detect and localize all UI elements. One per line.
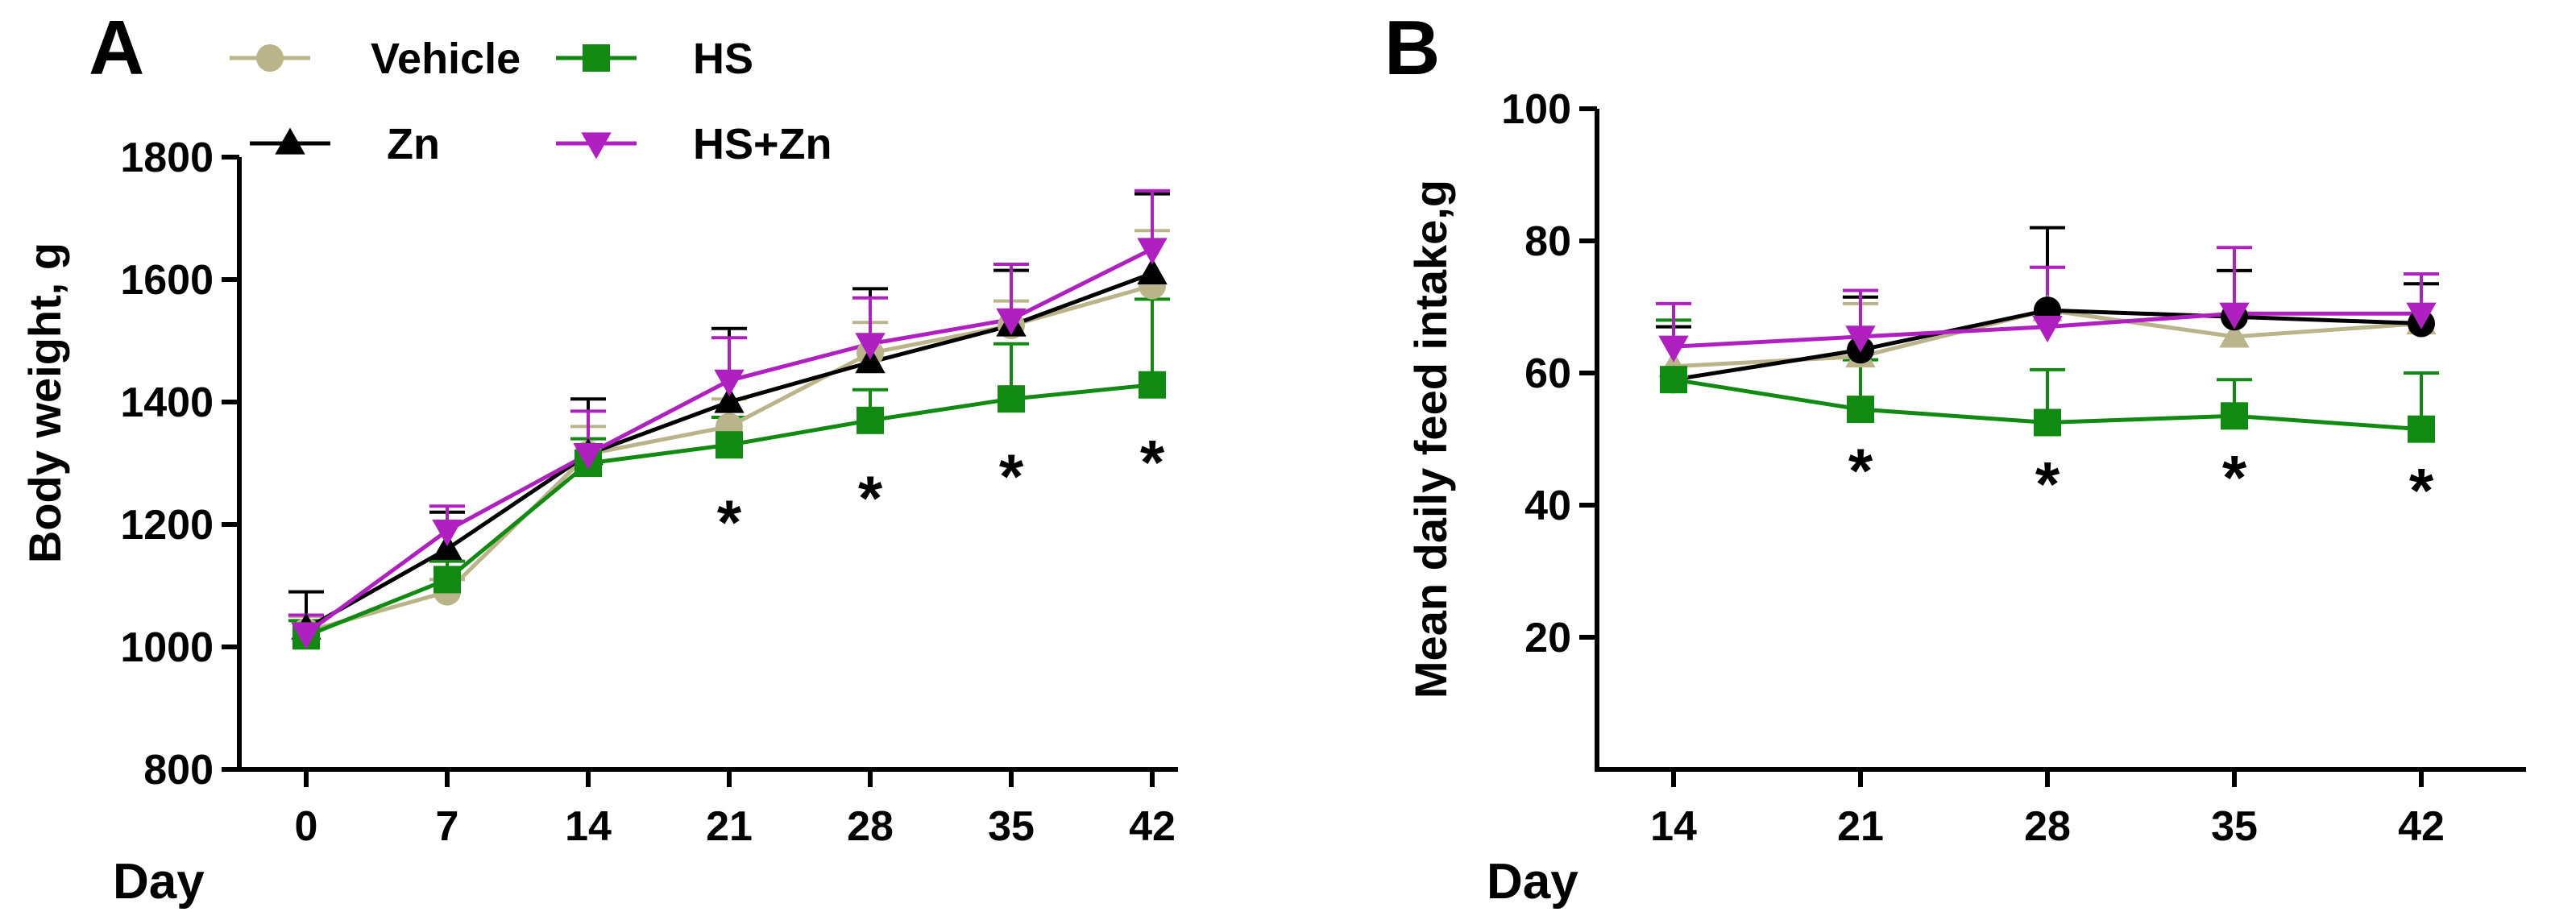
panel-a-point-hs — [1139, 371, 1166, 399]
panel-a-y-tick-label: 1400 — [120, 379, 214, 426]
panel-b-point-hs-zn — [2032, 316, 2063, 343]
panel-b-y-tick-label: 20 — [1524, 615, 1571, 661]
panel-b-point-vehicle — [2219, 321, 2250, 348]
panel-a-point-hs — [433, 566, 461, 594]
panel-b-significance-star: * — [2035, 449, 2060, 520]
panel-b-point-hs-zn — [2219, 302, 2250, 330]
panel-b-y-tick-label: 40 — [1524, 483, 1571, 529]
panel-a-significance-star: * — [858, 462, 883, 533]
legend-label: Vehicle — [371, 35, 521, 83]
panel-a-point-zn — [432, 533, 463, 560]
panel-a-x-tick-label: 7 — [436, 803, 459, 850]
panel-b-x-tick-label: 28 — [2024, 803, 2071, 850]
panel-a-point-hs-zn — [291, 622, 321, 649]
panel-a-y-tick-label: 800 — [143, 747, 214, 794]
panel-b-point-hs — [1660, 366, 1687, 394]
panel-a-point-hs-zn — [1137, 238, 1168, 265]
panel-a-x-axis-label: Day — [113, 854, 205, 910]
panel-a-x-tick-label: 35 — [988, 803, 1035, 850]
panel-b-significance-star: * — [1848, 435, 1873, 506]
panel-b-x-tick-label: 14 — [1650, 803, 1697, 850]
legend: Vehicle HS Zn HS+Zn — [230, 35, 832, 168]
panel-b-point-hs — [2034, 408, 2061, 437]
panel-a-x-tick-label: 14 — [565, 803, 612, 850]
legend-marker — [583, 44, 610, 72]
legend-label: HS+Zn — [693, 120, 832, 168]
panel-a-point-hs — [857, 406, 884, 434]
panel-a-point-hs — [716, 431, 743, 459]
panel-b: B Mean daily feed intake,g Day 20 40 60 80 1… — [1384, 5, 2526, 910]
panel-b-point-hs — [1847, 396, 1874, 424]
legend-marker — [581, 132, 612, 160]
panel-a-y-tick-label: 1600 — [120, 257, 214, 304]
panel-b-letter: B — [1384, 5, 1440, 91]
panel-a: A Body weight, g Day Vehicle HS Zn HS+Zn 80… — [19, 5, 1178, 910]
panel-b-significance-star: * — [2409, 455, 2434, 526]
panel-b-point-hs-zn — [1658, 335, 1689, 363]
panel-a-point-hs-zn — [855, 333, 886, 360]
panel-a-point-hs — [998, 385, 1025, 413]
legend-marker — [275, 127, 305, 155]
panel-b-point-hs — [2408, 415, 2435, 443]
panel-b-x-tick-label: 21 — [1837, 803, 1884, 850]
panel-b-x-axis-label: Day — [1487, 854, 1578, 910]
panel-b-point-hs-zn — [2406, 302, 2437, 330]
panel-a-point-zn — [855, 346, 886, 374]
panel-a-point-zn — [1137, 257, 1168, 284]
legend-label: Zn — [387, 120, 440, 168]
panel-b-point-hs — [2221, 402, 2248, 430]
panel-a-significance-star: * — [1140, 427, 1165, 498]
panel-a-y-tick-label: 1800 — [120, 135, 214, 181]
legend-label: HS — [693, 35, 753, 83]
panel-a-x-tick-label: 21 — [706, 803, 753, 850]
panel-b-x-tick-label: 42 — [2398, 803, 2445, 850]
panel-a-y-tick-label: 1200 — [120, 502, 214, 549]
panel-b-y-tick-label: 100 — [1501, 86, 1571, 133]
panel-a-point-hs-zn — [714, 369, 745, 396]
panel-a-point-hs-zn — [573, 443, 604, 470]
panel-a-x-tick-label: 0 — [295, 803, 318, 850]
panel-a-x-tick-label: 42 — [1129, 803, 1176, 850]
panel-a-y-axis-label: Body weight, g — [19, 242, 70, 563]
panel-a-y-tick-label: 1000 — [120, 624, 214, 671]
panel-b-y-tick-label: 60 — [1524, 350, 1571, 397]
panel-b-point-hs-zn — [1845, 325, 1876, 353]
panel-b-y-tick-label: 80 — [1524, 218, 1571, 265]
panel-a-x-tick-label: 28 — [847, 803, 894, 850]
panel-a-significance-star: * — [717, 487, 742, 557]
panel-a-point-hs-zn — [432, 520, 463, 547]
panel-a-point-hs-zn — [996, 308, 1027, 335]
legend-marker — [256, 44, 284, 72]
panel-b-y-axis-label: Mean daily feed intake,g — [1405, 180, 1456, 698]
panel-a-point-zn — [714, 386, 745, 413]
panel-a-significance-star: * — [999, 441, 1024, 512]
panel-b-x-tick-label: 35 — [2211, 803, 2258, 850]
panel-a-letter: A — [89, 5, 144, 91]
panel-b-significance-star: * — [2222, 441, 2247, 512]
